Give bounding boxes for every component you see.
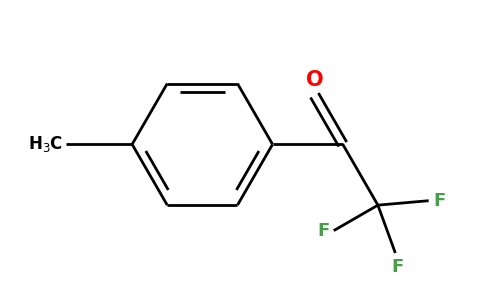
- Text: F: F: [392, 258, 404, 276]
- Text: F: F: [433, 192, 445, 210]
- Text: H$_3$C: H$_3$C: [28, 134, 63, 154]
- Text: O: O: [306, 70, 323, 90]
- Text: F: F: [317, 222, 329, 240]
